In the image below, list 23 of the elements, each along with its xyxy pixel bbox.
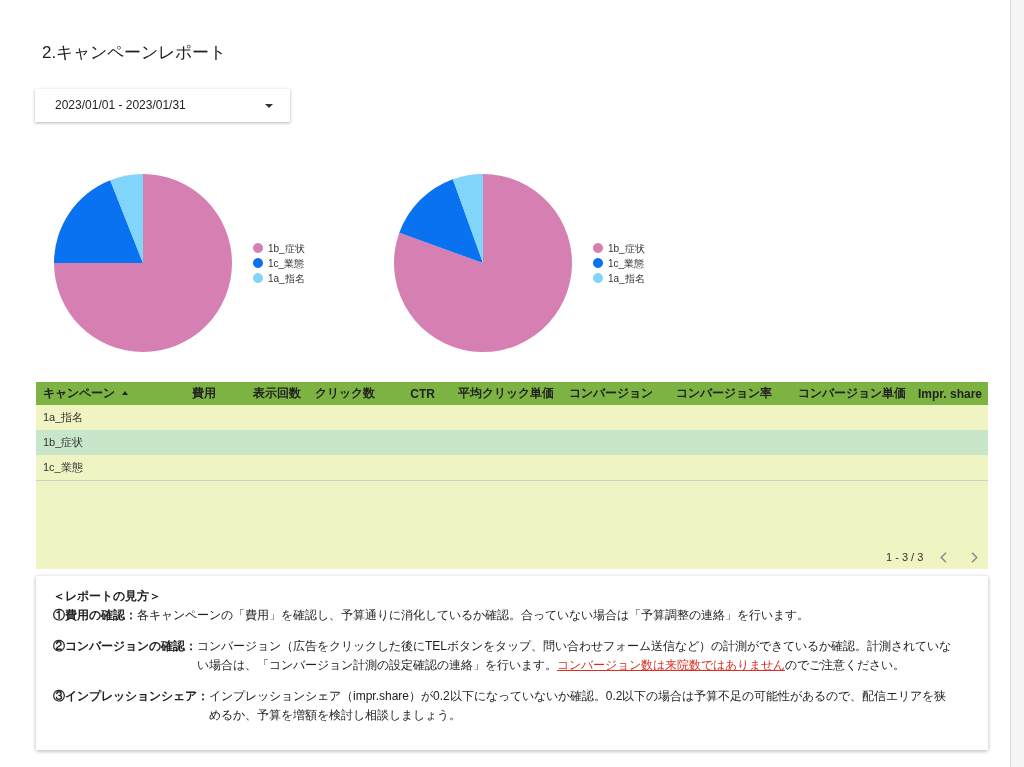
category-label: 費用 [192, 386, 216, 400]
category-label: 表示回数 [253, 386, 301, 400]
category-label: コンバージョン率 [676, 386, 772, 400]
legend-label: 1a_指名 [268, 272, 305, 284]
notes-card: ＜レポートの見方＞ ①費用の確認：各キャンペーンの「費用」を確認し、予算通りに消化しているか確認。合っていない場合は「予算調整の連絡」を行います。 ②コンバージョンの確認：コンバージョン（広告をクリックした後にTELボタンをタップ、問い合わせフォーム送信など）の計測ができているか確認。計測されていない場合は、「コンバージョン計測の設定確認の連絡」を行います。コンバージョン数は来院数ではありませんのでご注意ください。 ③インプレッションシェア：インプレッションシェア（impr.share）が0.2以下になっていないか確認。0.2以下の場合は予算不足の可能性があるので、配信エリアを狭めるか、予算を増額を検討し相談しましょう。 [36, 576, 988, 750]
text: 1 - 3 / 3 [886, 551, 924, 563]
category-label: CTR [410, 386, 435, 401]
category-label: コンバージョン [569, 386, 653, 400]
table-row: 1c_業態 [36, 455, 988, 480]
legend-label: 1b_症状 [268, 242, 305, 254]
category-label: コンバージョン単価 [798, 386, 906, 400]
category-label: Impr. share [917, 386, 982, 401]
legend-label: 1b_症状 [608, 242, 645, 254]
category-label: 平均クリック単価 [458, 386, 554, 400]
legend-label: 1a_指名 [608, 272, 645, 284]
table-row: 1a_指名 [36, 405, 988, 430]
legend-label: 1c_業態 [268, 257, 305, 269]
text: 2.キャンペーンレポート [42, 42, 227, 64]
legend-label: 1c_業態 [608, 257, 645, 269]
category-label: キャンペーン [43, 386, 115, 400]
date-range-picker: 2023/01/01 - 2023/01/31 [35, 89, 290, 122]
category-label: クリック数 [315, 386, 375, 400]
table-row: 1b_症状 [36, 430, 988, 455]
